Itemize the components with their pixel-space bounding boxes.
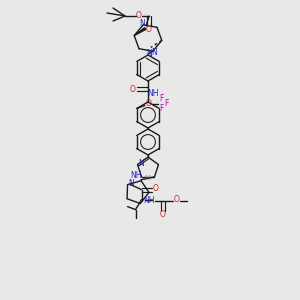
Text: N: N: [129, 179, 134, 188]
Text: O: O: [146, 99, 152, 108]
Text: O: O: [160, 210, 166, 219]
Polygon shape: [134, 28, 146, 36]
Text: O: O: [136, 11, 142, 20]
Text: H: H: [145, 175, 150, 181]
Text: N: N: [146, 49, 152, 58]
Text: O: O: [174, 195, 179, 204]
Text: NH: NH: [143, 196, 154, 205]
Text: F: F: [165, 99, 169, 108]
Text: N: N: [139, 159, 144, 168]
Text: O: O: [153, 184, 158, 193]
Text: NH: NH: [130, 171, 141, 180]
Text: O: O: [146, 26, 152, 34]
Text: F: F: [160, 94, 164, 103]
Text: N: N: [139, 19, 145, 28]
Text: NH: NH: [147, 89, 159, 98]
Text: F: F: [160, 104, 164, 113]
Text: O: O: [130, 85, 136, 94]
Text: N: N: [151, 48, 157, 57]
